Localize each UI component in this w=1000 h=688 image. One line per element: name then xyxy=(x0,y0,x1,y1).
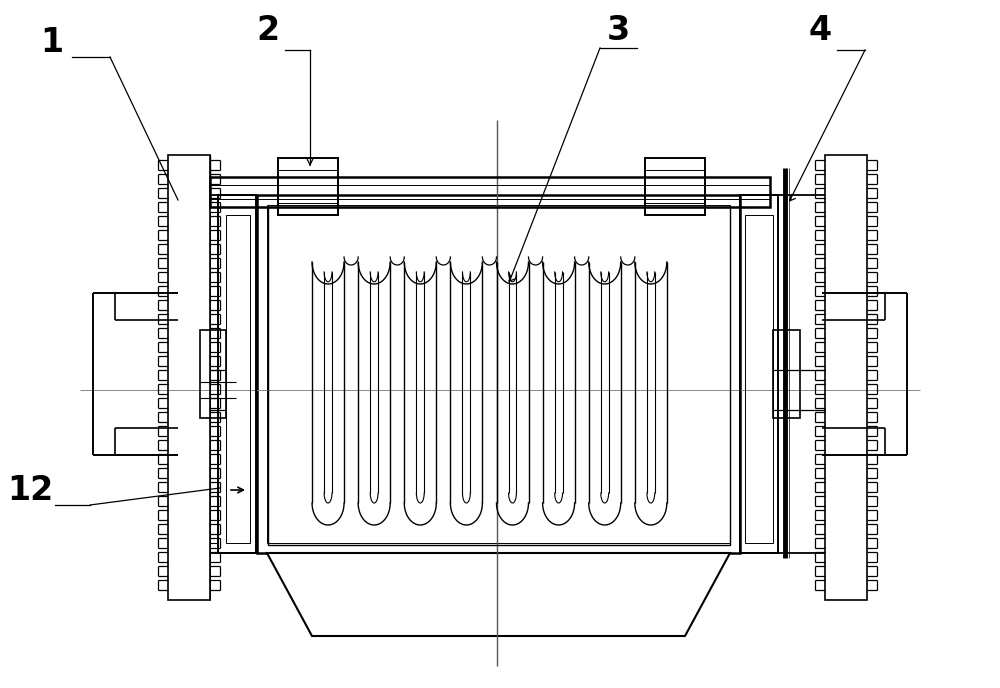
Bar xyxy=(278,158,338,215)
Bar xyxy=(200,330,226,418)
Bar xyxy=(226,215,250,543)
Text: 2: 2 xyxy=(256,14,280,47)
Bar xyxy=(257,195,740,553)
Text: 1: 1 xyxy=(40,25,64,58)
Bar xyxy=(745,215,773,543)
Text: 4: 4 xyxy=(808,14,832,47)
Bar xyxy=(267,205,730,543)
Bar xyxy=(168,155,210,600)
Bar xyxy=(210,177,770,207)
Bar xyxy=(740,195,778,553)
Text: 12: 12 xyxy=(7,473,53,506)
Bar xyxy=(773,330,800,418)
Bar xyxy=(645,158,705,215)
Bar xyxy=(825,155,867,600)
Text: 3: 3 xyxy=(606,14,630,47)
Bar xyxy=(268,207,730,545)
Polygon shape xyxy=(267,553,730,636)
Bar xyxy=(218,195,256,553)
